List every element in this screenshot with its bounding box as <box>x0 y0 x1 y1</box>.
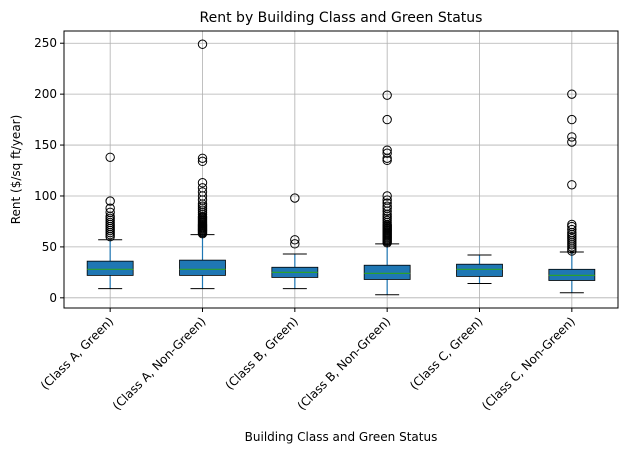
outlier-point <box>105 152 115 162</box>
outlier-point <box>567 132 577 142</box>
y-axis-ticks: 0 50 100 150 200 250 <box>34 36 64 305</box>
outlier-point <box>197 153 208 163</box>
outlier-point <box>567 224 577 235</box>
outlier-point <box>197 183 208 193</box>
y-tick-label: 150 <box>34 138 57 152</box>
outlier-point <box>382 114 392 125</box>
outlier-point <box>197 156 208 167</box>
box-iqr <box>86 260 134 276</box>
outlier-point <box>197 39 208 49</box>
outlier-point <box>567 114 577 125</box>
y-tick-label: 100 <box>34 189 57 203</box>
outlier-point <box>382 195 392 205</box>
outlier-point <box>290 239 300 249</box>
outlier-point <box>105 196 115 206</box>
x-axis-ticks: (Class A, Green)(Class A, Non-Green) (Cla… <box>38 308 578 413</box>
outlier-point <box>382 191 392 201</box>
outlier-point <box>382 198 392 208</box>
box-group <box>86 152 134 290</box>
chart-title: Rent by Building Class and Green Status <box>200 10 483 26</box>
box-group <box>179 39 226 290</box>
plot-frame <box>63 30 619 309</box>
outlier-point <box>197 178 208 188</box>
x-tick-label: (Class C, Non-Green) <box>479 314 578 413</box>
x-tick-label: (Class B, Non-Green) <box>295 314 394 413</box>
outlier-point <box>105 203 115 213</box>
box-iqr <box>363 264 411 280</box>
box-group <box>548 89 596 294</box>
outlier-point <box>290 235 300 245</box>
box-group <box>271 193 319 290</box>
outlier-point <box>567 89 577 99</box>
outlier-point <box>197 187 208 197</box>
box-group <box>363 90 411 296</box>
x-tick-label: (Class B, Green) <box>222 314 300 392</box>
outlier-point <box>105 207 115 217</box>
boxes <box>86 39 596 296</box>
y-axis-label: Rent ($/sq ft/year) <box>9 115 23 225</box>
box-group <box>456 254 503 285</box>
outlier-point <box>290 193 300 203</box>
x-tick-label: (Class C, Green) <box>407 314 486 393</box>
outlier-point <box>567 180 577 190</box>
outlier-point <box>567 219 577 230</box>
outlier-point <box>382 148 392 158</box>
outlier-point <box>382 201 392 211</box>
outlier-point <box>382 145 392 155</box>
y-tick-label: 250 <box>34 36 57 50</box>
y-tick-label: 0 <box>49 291 57 305</box>
x-tick-label: (Class A, Non-Green) <box>110 314 209 413</box>
box-iqr <box>179 259 226 276</box>
grid-lines <box>64 31 618 308</box>
x-axis-label: Building Class and Green Status <box>245 430 438 444</box>
x-tick-label: (Class A, Green) <box>38 314 116 392</box>
outlier-point <box>567 137 577 147</box>
y-tick-label: 200 <box>34 87 57 101</box>
y-tick-label: 50 <box>42 240 57 254</box>
outlier-point <box>382 90 392 100</box>
box-iqr <box>456 263 503 277</box>
